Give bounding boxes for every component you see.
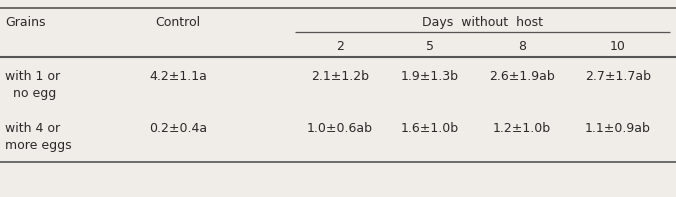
Text: 2: 2 — [336, 40, 344, 52]
Text: 5: 5 — [426, 40, 434, 52]
Text: no egg: no egg — [13, 86, 56, 99]
Text: Grains: Grains — [5, 16, 45, 29]
Text: with 1 or: with 1 or — [5, 70, 60, 83]
Text: 1.9±1.3b: 1.9±1.3b — [401, 70, 459, 83]
Text: 0.2±0.4a: 0.2±0.4a — [149, 122, 207, 135]
Text: 2.7±1.7ab: 2.7±1.7ab — [585, 70, 651, 83]
Text: 1.2±1.0b: 1.2±1.0b — [493, 122, 551, 135]
Text: 1.1±0.9ab: 1.1±0.9ab — [585, 122, 651, 135]
Text: 8: 8 — [518, 40, 526, 52]
Text: more eggs: more eggs — [5, 138, 72, 151]
Text: 1.6±1.0b: 1.6±1.0b — [401, 122, 459, 135]
Text: 10: 10 — [610, 40, 626, 52]
Text: 4.2±1.1a: 4.2±1.1a — [149, 70, 207, 83]
Text: 2.1±1.2b: 2.1±1.2b — [311, 70, 369, 83]
Text: with 4 or: with 4 or — [5, 122, 60, 135]
Text: 1.0±0.6ab: 1.0±0.6ab — [307, 122, 373, 135]
Text: 2.6±1.9ab: 2.6±1.9ab — [489, 70, 555, 83]
Text: Days  without  host: Days without host — [422, 16, 543, 29]
Text: Control: Control — [155, 16, 201, 29]
